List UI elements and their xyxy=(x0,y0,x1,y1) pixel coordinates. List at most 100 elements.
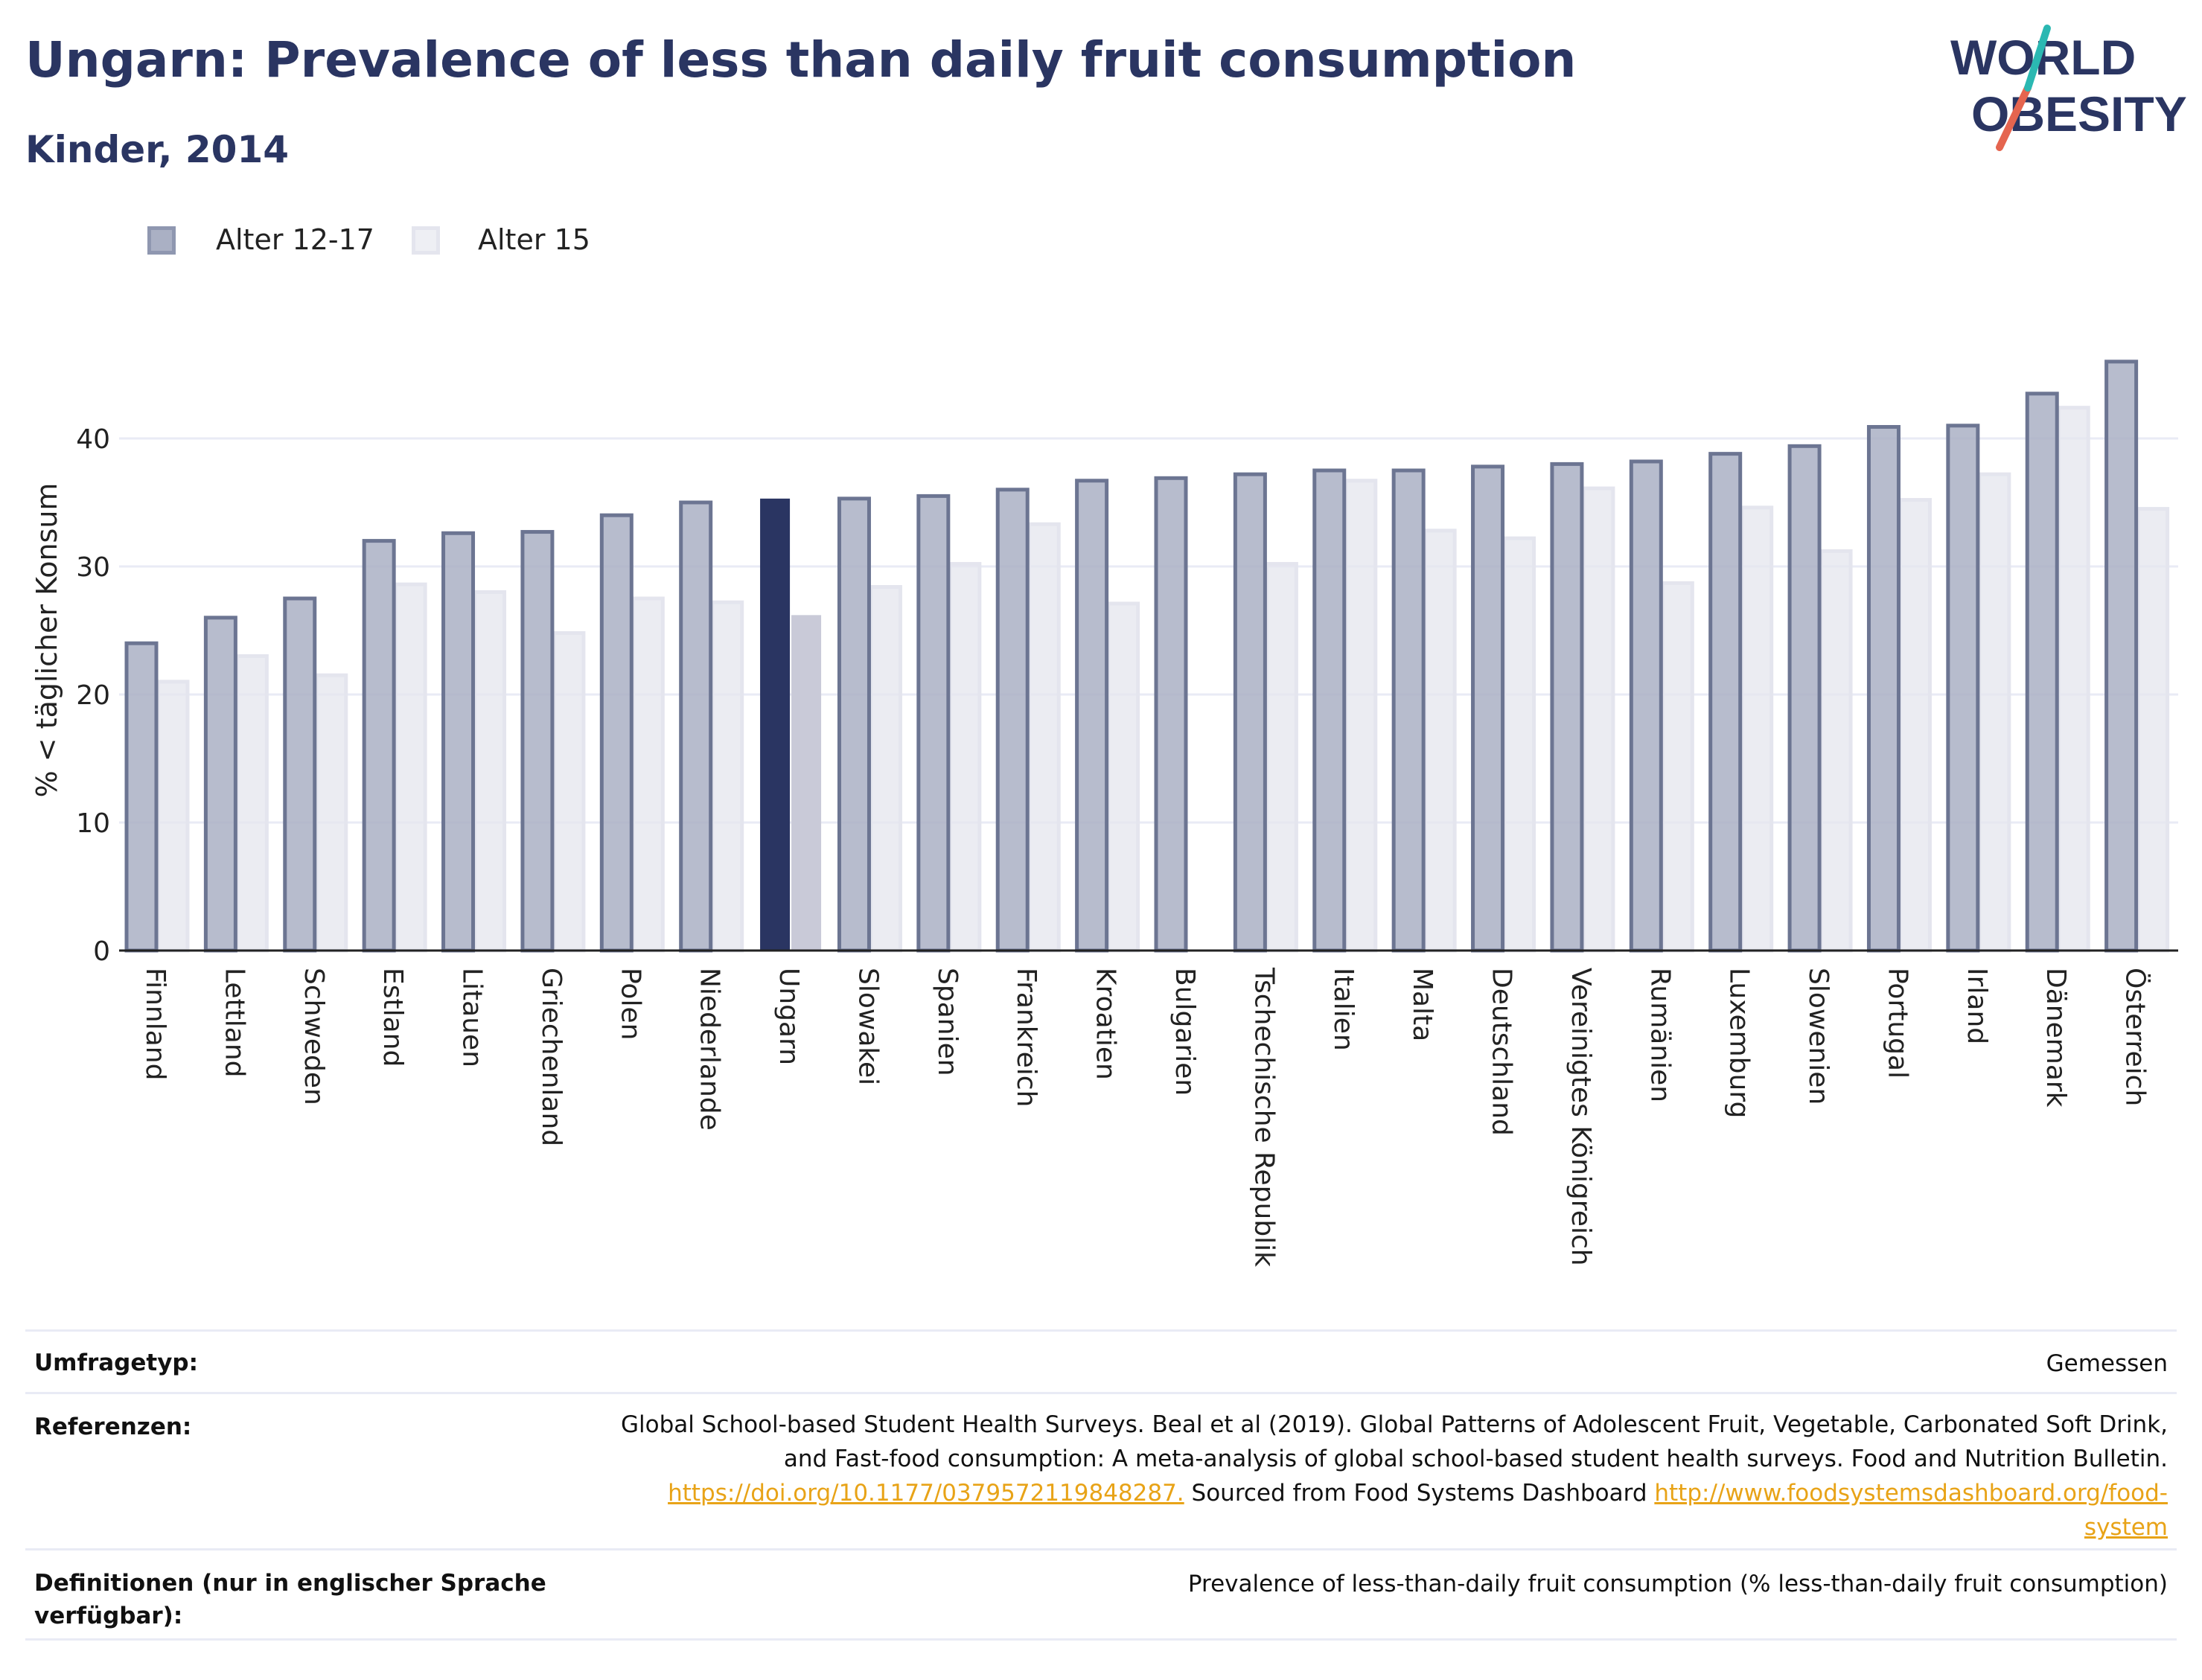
page-subtitle: Kinder, 2014 xyxy=(25,128,290,171)
x-tick-label-5: Griechenland xyxy=(536,968,567,1146)
bar-alter-15-5 xyxy=(552,630,586,953)
info-table: Umfragetyp: Gemessen Referenzen: Global … xyxy=(25,1329,2177,1641)
bar-alter-12-17-16 xyxy=(1391,468,1426,953)
bar-alter-15-7 xyxy=(710,600,744,953)
bar-alter-12-17-1 xyxy=(203,616,237,953)
bar-alter-12-17-25 xyxy=(2104,360,2139,953)
y-tick-label-0: 0 xyxy=(93,936,110,967)
logo-slash-red xyxy=(1996,84,2032,151)
bar-alter-15-16 xyxy=(1423,528,1457,953)
reference-line-3: https://doi.org/10.1177/0379572119848287… xyxy=(621,1476,2168,1510)
info-label-definitions: Definitionen (nur in englischer Sprache … xyxy=(34,1570,546,1629)
x-tick-label-10: Spanien xyxy=(932,968,963,1076)
x-tick-label-20: Luxemburg xyxy=(1724,968,1755,1118)
bar-alter-15-8 xyxy=(791,615,822,951)
x-tick-label-15: Italien xyxy=(1328,968,1359,1051)
bar-alter-15-3 xyxy=(393,582,427,953)
bar-alter-12-17-10 xyxy=(916,494,951,953)
page-title: Ungarn: Prevalence of less than daily fr… xyxy=(25,31,1577,89)
bar-alter-12-17-21 xyxy=(1787,444,1822,953)
x-tick-label-8: Ungarn xyxy=(773,968,804,1065)
legend-swatch-series1 xyxy=(147,226,176,255)
x-tick-label-21: Slowenien xyxy=(1803,968,1834,1105)
x-tick-label-4: Litauen xyxy=(457,968,488,1067)
bar-alter-12-17-13 xyxy=(1154,476,1188,953)
bar-alter-12-17-24 xyxy=(2025,392,2059,953)
bar-alter-15-25 xyxy=(2136,507,2170,953)
x-tick-label-23: Irland xyxy=(1962,968,1992,1044)
x-tick-label-0: Finnland xyxy=(140,968,170,1080)
bar-alter-12-17-12 xyxy=(1075,479,1109,953)
logo-slash-teal xyxy=(2024,25,2051,92)
x-tick-label-7: Niederlande xyxy=(695,968,725,1131)
bar-alter-15-18 xyxy=(1581,486,1615,953)
info-row-definitions: Definitionen (nur in englischer Sprache … xyxy=(25,1548,2177,1641)
x-tick-label-9: Slowakei xyxy=(852,968,883,1085)
legend-swatch-series2 xyxy=(412,226,440,255)
bar-alter-15-23 xyxy=(1977,472,2011,953)
info-row-references: Referenzen: Global School-based Student … xyxy=(25,1392,2177,1548)
info-value-references: Global School-based Student Health Surve… xyxy=(621,1408,2168,1545)
x-tick-label-25: Österreich xyxy=(2120,968,2151,1106)
bar-alter-15-11 xyxy=(1027,522,1061,953)
bar-alter-15-10 xyxy=(948,562,982,953)
bar-chart: 0 10 20 30 40 % < täglicher Konsum Finnland Let… xyxy=(31,360,2178,1267)
legend-label-series2: Alter 15 xyxy=(478,223,590,256)
bar-alter-15-12 xyxy=(1106,601,1140,953)
bar-alter-12-17-6 xyxy=(599,513,634,953)
bar-alter-15-1 xyxy=(234,654,269,953)
doi-link[interactable]: https://doi.org/10.1177/0379572119848287… xyxy=(668,1480,1184,1507)
y-tick-label-40: 40 xyxy=(76,424,110,455)
reference-line-1: Global School-based Student Health Surve… xyxy=(621,1411,2168,1438)
dashboard-link-cont[interactable]: system xyxy=(2084,1514,2168,1541)
y-axis-title: % < täglicher Konsum xyxy=(31,483,63,798)
legend-label-series1: Alter 12-17 xyxy=(216,223,374,256)
x-tick-label-19: Rumänien xyxy=(1644,968,1675,1102)
bar-alter-12-17-2 xyxy=(283,596,317,953)
bar-alter-15-20 xyxy=(1740,505,1774,953)
x-tick-label-13: Bulgarien xyxy=(1169,968,1200,1096)
bar-alter-12-17-20 xyxy=(1708,452,1743,953)
bar-alter-12-17-9 xyxy=(837,496,871,953)
x-tick-label-6: Polen xyxy=(615,968,645,1040)
x-tick-label-14: Tschechische Republik xyxy=(1248,967,1279,1267)
bar-alter-15-22 xyxy=(1898,498,1932,953)
bar-alter-12-17-8 xyxy=(760,498,791,951)
bar-alter-15-15 xyxy=(1344,479,1378,953)
y-tick-label-10: 10 xyxy=(76,808,110,839)
bar-alter-15-17 xyxy=(1502,536,1536,953)
bar-alter-12-17-15 xyxy=(1312,468,1347,953)
y-tick-label-20: 20 xyxy=(76,680,110,711)
bar-alter-15-19 xyxy=(1660,581,1694,953)
bar-alter-12-17-11 xyxy=(995,488,1030,953)
x-tick-label-11: Frankreich xyxy=(1011,968,1041,1107)
x-tick-label-24: Dänemark xyxy=(2040,968,2071,1108)
bar-alter-12-17-18 xyxy=(1550,461,1584,953)
bar-alter-15-9 xyxy=(868,585,902,953)
bar-alter-12-17-14 xyxy=(1233,472,1267,953)
bar-alter-12-17-22 xyxy=(1866,425,1901,953)
bar-alter-15-14 xyxy=(1264,562,1298,953)
x-tick-label-16: Malta xyxy=(1407,968,1437,1041)
x-tick-label-2: Schweden xyxy=(299,968,329,1105)
info-value-survey-type: Gemessen xyxy=(2046,1350,2168,1377)
bar-alter-12-17-5 xyxy=(520,530,555,953)
bar-alter-12-17-0 xyxy=(124,641,159,953)
info-value-definitions: Prevalence of less-than-daily fruit cons… xyxy=(1187,1571,2168,1597)
world-obesity-logo: WORLD OBESITY xyxy=(1950,25,2187,151)
dashboard-link[interactable]: http://www.foodsystemsdashboard.org/food… xyxy=(1654,1480,2168,1507)
bar-alter-12-17-3 xyxy=(362,539,396,953)
info-label-survey-type: Umfragetyp: xyxy=(34,1350,198,1376)
info-row-survey-type: Umfragetyp: Gemessen xyxy=(25,1329,2177,1392)
bar-alter-12-17-4 xyxy=(441,531,476,953)
bar-alter-15-6 xyxy=(631,596,665,953)
info-label-references: Referenzen: xyxy=(34,1414,192,1440)
x-tick-label-3: Estland xyxy=(377,968,408,1067)
reference-source-text: Sourced from Food Systems Dashboard xyxy=(1184,1480,1655,1507)
reference-line-4: system xyxy=(621,1510,2168,1545)
bar-alter-12-17-19 xyxy=(1629,459,1663,953)
bar-alter-15-2 xyxy=(314,673,348,953)
x-tick-label-12: Kroatien xyxy=(1091,968,1121,1080)
bar-alter-12-17-17 xyxy=(1471,464,1505,953)
y-tick-label-30: 30 xyxy=(76,552,110,583)
